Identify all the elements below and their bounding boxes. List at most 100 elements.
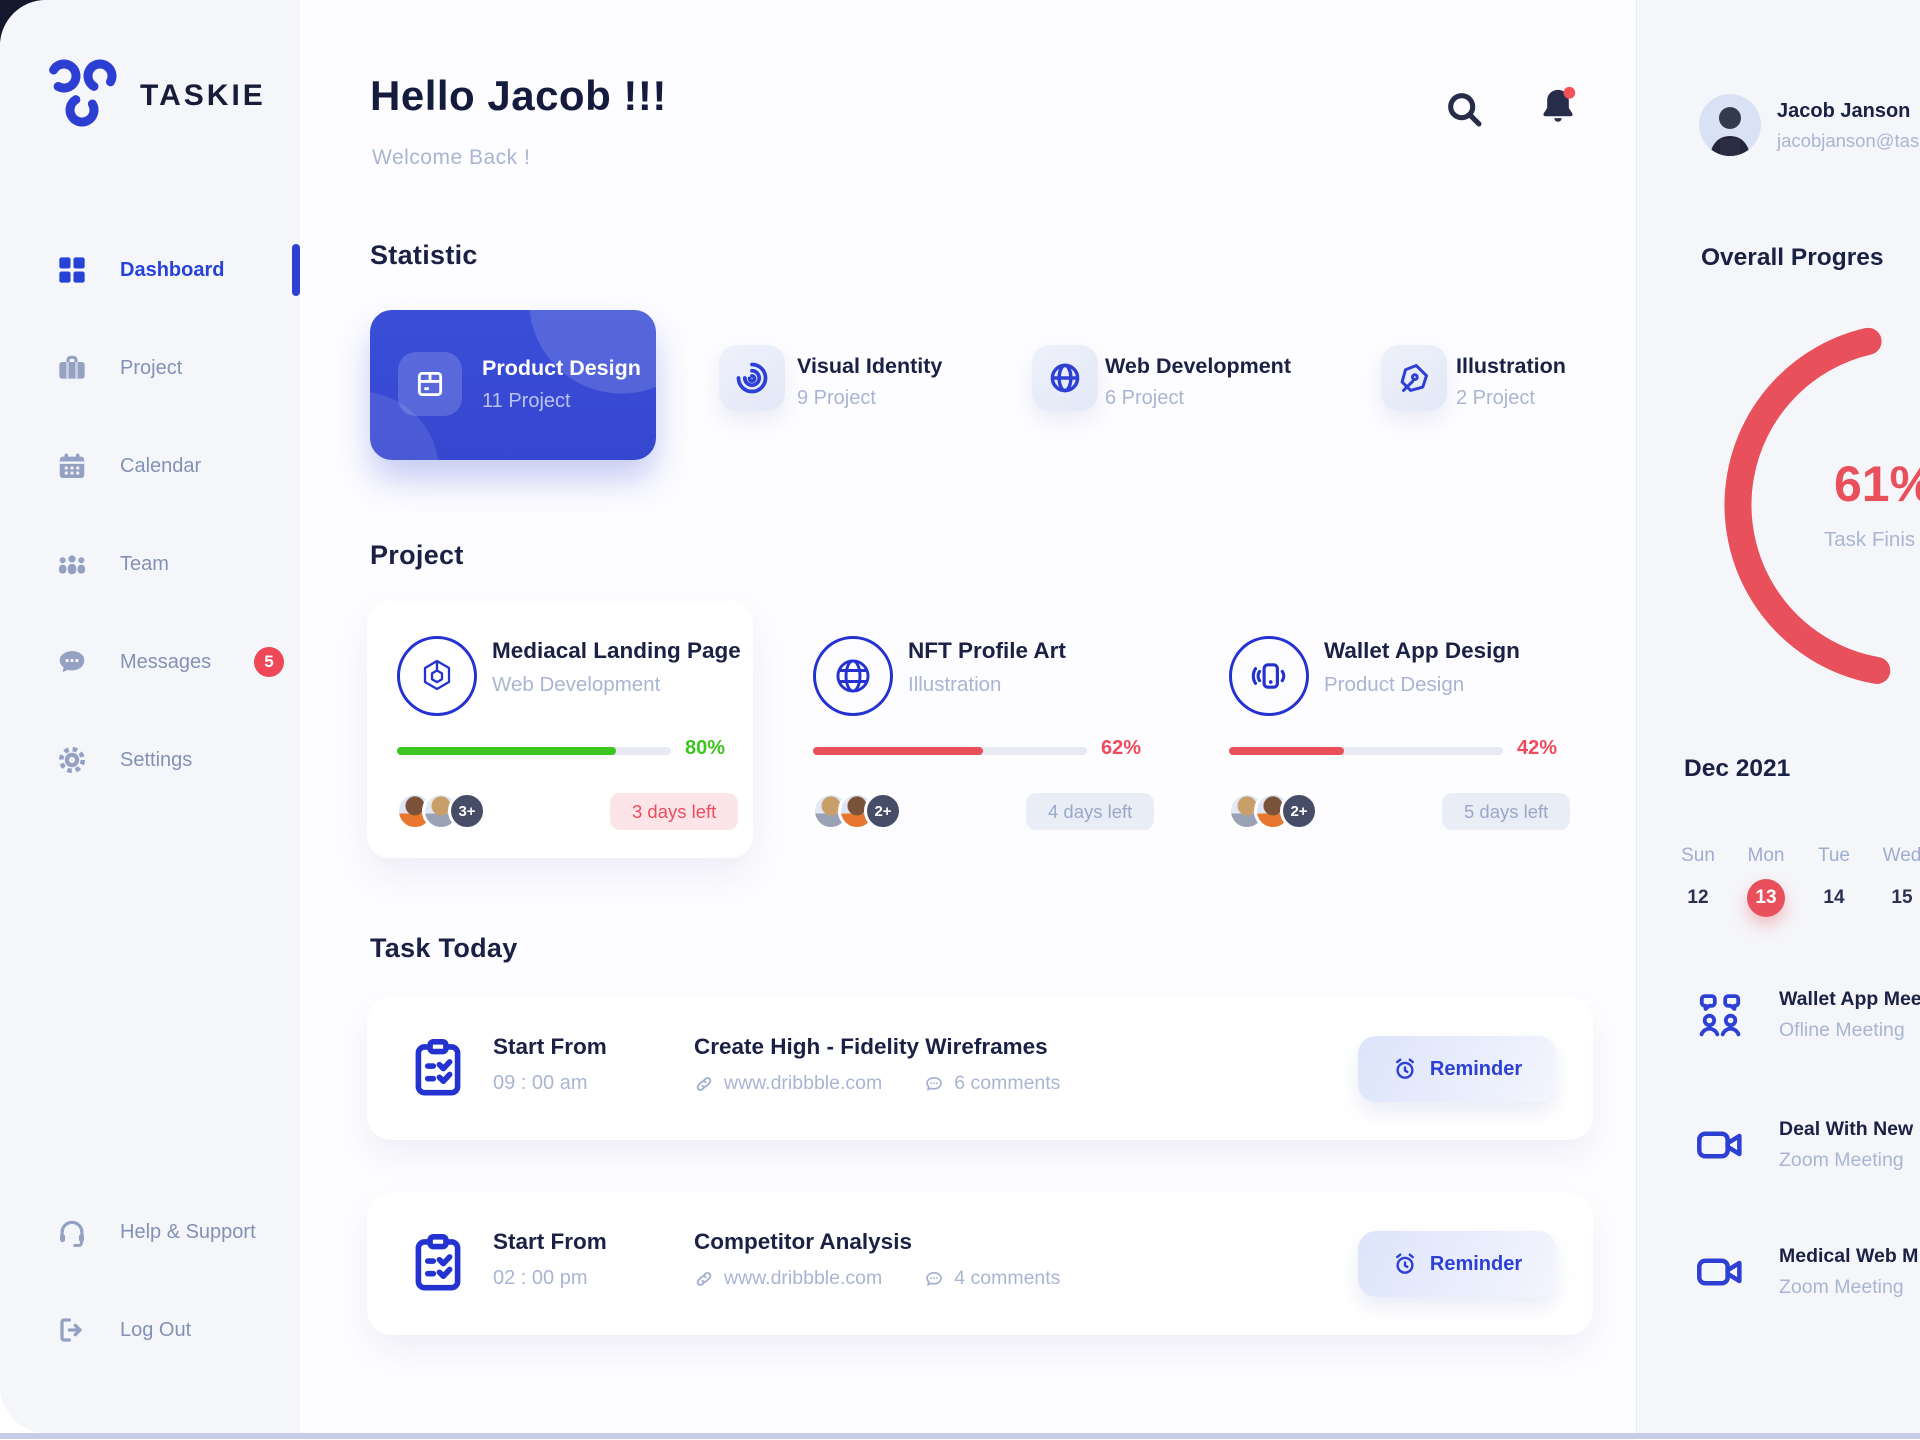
dashboard-icon xyxy=(59,257,85,283)
chat-bubble-icon xyxy=(59,651,85,673)
stat-title: Product Design xyxy=(482,356,641,380)
task-link[interactable]: www.dribbble.com xyxy=(724,1072,883,1094)
task-row[interactable]: Start From 02 : 00 pm Competitor Analysi… xyxy=(367,1193,1593,1335)
task-today-heading: Task Today xyxy=(370,933,518,963)
sidebar-item-team[interactable]: Team xyxy=(0,536,300,592)
calendar-date-selected[interactable]: 13 xyxy=(1747,879,1785,917)
meeting-title: Medical Web M xyxy=(1779,1245,1919,1267)
notification-bell-icon[interactable] xyxy=(1536,84,1580,128)
sidebar-item-messages[interactable]: Messages 5 xyxy=(0,634,300,690)
project-category: Web Development xyxy=(492,673,661,696)
statistic-heading: Statistic xyxy=(370,240,478,270)
meeting-subtitle: Ofline Meeting xyxy=(1779,1019,1905,1041)
task-title: Create High - Fidelity Wireframes xyxy=(694,1034,1048,1059)
active-nav-indicator xyxy=(292,244,300,296)
meeting-item[interactable]: Medical Web M Zoom Meeting xyxy=(1637,1243,1920,1307)
stat-card-illustration[interactable]: Illustration 2 Project xyxy=(1365,310,1615,460)
project-card-mediacal-landing-page[interactable]: Mediacal Landing Page Web Development 80… xyxy=(367,601,753,858)
user-avatar[interactable] xyxy=(1699,94,1761,156)
task-comments: 4 comments xyxy=(954,1267,1061,1289)
sidebar-item-dashboard[interactable]: Dashboard xyxy=(0,242,300,298)
days-left-badge: 3 days left xyxy=(610,793,739,830)
meeting-item[interactable]: Wallet App Mee Ofline Meeting xyxy=(1637,986,1920,1050)
calendar-dates: 12 13 14 15 xyxy=(1667,878,1920,918)
search-icon[interactable] xyxy=(1443,88,1487,132)
progress-bar xyxy=(813,747,1087,755)
days-left-badge: 4 days left xyxy=(1026,793,1155,830)
sidebar-item-calendar[interactable]: Calendar xyxy=(0,438,300,494)
reminder-button[interactable]: Reminder xyxy=(1358,1036,1556,1102)
task-title: Competitor Analysis xyxy=(694,1229,912,1254)
task-time: 09 : 00 am xyxy=(493,1072,588,1094)
people-chat-icon xyxy=(1699,994,1741,1037)
days-left-badge: 5 days left xyxy=(1442,793,1571,830)
swirl-icon xyxy=(736,362,768,394)
sidebar-item-help-support[interactable]: Help & Support xyxy=(0,1204,300,1260)
avatar-group: 3+ xyxy=(396,792,486,830)
stat-card-visual-identity[interactable]: Visual Identity 9 Project xyxy=(705,310,1005,460)
project-card-wallet-app-design[interactable]: Wallet App Design Product Design 42% 2+ … xyxy=(1199,601,1585,858)
calendar-day-header: Tue xyxy=(1817,845,1851,866)
link-icon xyxy=(696,1076,712,1091)
messages-badge: 5 xyxy=(254,647,284,677)
stat-count: 9 Project xyxy=(797,387,876,409)
overall-progress-caption: Task Finis xyxy=(1824,528,1916,551)
calendar-date[interactable]: 14 xyxy=(1823,887,1845,908)
stat-tile xyxy=(398,352,462,416)
task-start-label: Start From xyxy=(493,1229,607,1254)
task-comments: 6 comments xyxy=(954,1072,1061,1094)
video-camera-icon xyxy=(1697,1258,1742,1286)
project-title: NFT Profile Art xyxy=(908,638,1066,663)
project-category: Illustration xyxy=(908,673,1002,696)
calendar-date[interactable]: 15 xyxy=(1891,887,1913,908)
reminder-label: Reminder xyxy=(1429,1057,1523,1080)
meeting-title: Deal With New xyxy=(1779,1118,1914,1140)
alarm-clock-icon xyxy=(1395,1058,1414,1079)
sidebar-item-label: Log Out xyxy=(120,1318,192,1341)
task-meta: www.dribbble.com 6 comments xyxy=(694,1072,1060,1095)
right-panel: Jacob Janson jacobjanson@task Overall Pr… xyxy=(1636,0,1920,1433)
task-row[interactable]: Start From 09 : 00 am Create High - Fide… xyxy=(367,998,1593,1140)
app-logo: TASKIE xyxy=(40,54,266,138)
logout-icon xyxy=(60,1318,82,1342)
brand-name: TASKIE xyxy=(140,79,266,112)
stat-title: Web Development xyxy=(1105,354,1291,378)
sidebar-item-label: Calendar xyxy=(120,454,202,477)
page-title: Hello Jacob !!! xyxy=(370,72,667,119)
avatar-group: 2+ xyxy=(1228,792,1318,830)
calendar-month: Dec 2021 xyxy=(1684,755,1791,782)
sidebar-item-logout[interactable]: Log Out xyxy=(0,1302,300,1358)
calendar-day-header: Sun xyxy=(1681,845,1715,866)
team-icon xyxy=(58,555,86,575)
stat-card-web-development[interactable]: Web Development 6 Project xyxy=(1015,310,1345,460)
task-link[interactable]: www.dribbble.com xyxy=(724,1267,883,1289)
sidebar-item-project[interactable]: Project xyxy=(0,340,300,396)
gear-icon xyxy=(58,746,86,774)
taskie-logo-icon xyxy=(47,59,117,127)
profile-name: Jacob Janson xyxy=(1777,100,1911,122)
avatar-group: 2+ xyxy=(812,792,902,830)
stat-card-product-design[interactable]: Product Design 11 Project xyxy=(370,310,656,460)
stat-tile xyxy=(1381,345,1447,411)
project-category: Product Design xyxy=(1324,673,1465,696)
headset-icon xyxy=(60,1220,84,1247)
avatar-more-count: 2+ xyxy=(864,792,902,830)
reminder-button[interactable]: Reminder xyxy=(1358,1231,1556,1297)
window-bottom-edge xyxy=(0,1433,1920,1439)
sidebar-item-label: Team xyxy=(120,552,169,575)
task-time: 02 : 00 pm xyxy=(493,1267,588,1289)
meeting-item[interactable]: Deal With New Zoom Meeting xyxy=(1637,1116,1920,1180)
task-start-label: Start From xyxy=(493,1034,607,1059)
sidebar-item-settings[interactable]: Settings xyxy=(0,732,300,788)
overall-progress-heading: Overall Progres xyxy=(1701,244,1884,271)
project-card-nft-profile-art[interactable]: NFT Profile Art Illustration 62% 2+ 4 da… xyxy=(783,601,1169,858)
sidebar-item-label: Project xyxy=(120,356,183,379)
project-heading: Project xyxy=(370,540,464,570)
meeting-subtitle: Zoom Meeting xyxy=(1779,1276,1904,1298)
sidebar-item-label: Settings xyxy=(120,748,193,771)
overall-progress-percent: 61% xyxy=(1834,456,1920,512)
stat-tile xyxy=(1032,345,1098,411)
calendar-date[interactable]: 12 xyxy=(1687,887,1709,908)
clipboard-icon xyxy=(415,1234,461,1291)
